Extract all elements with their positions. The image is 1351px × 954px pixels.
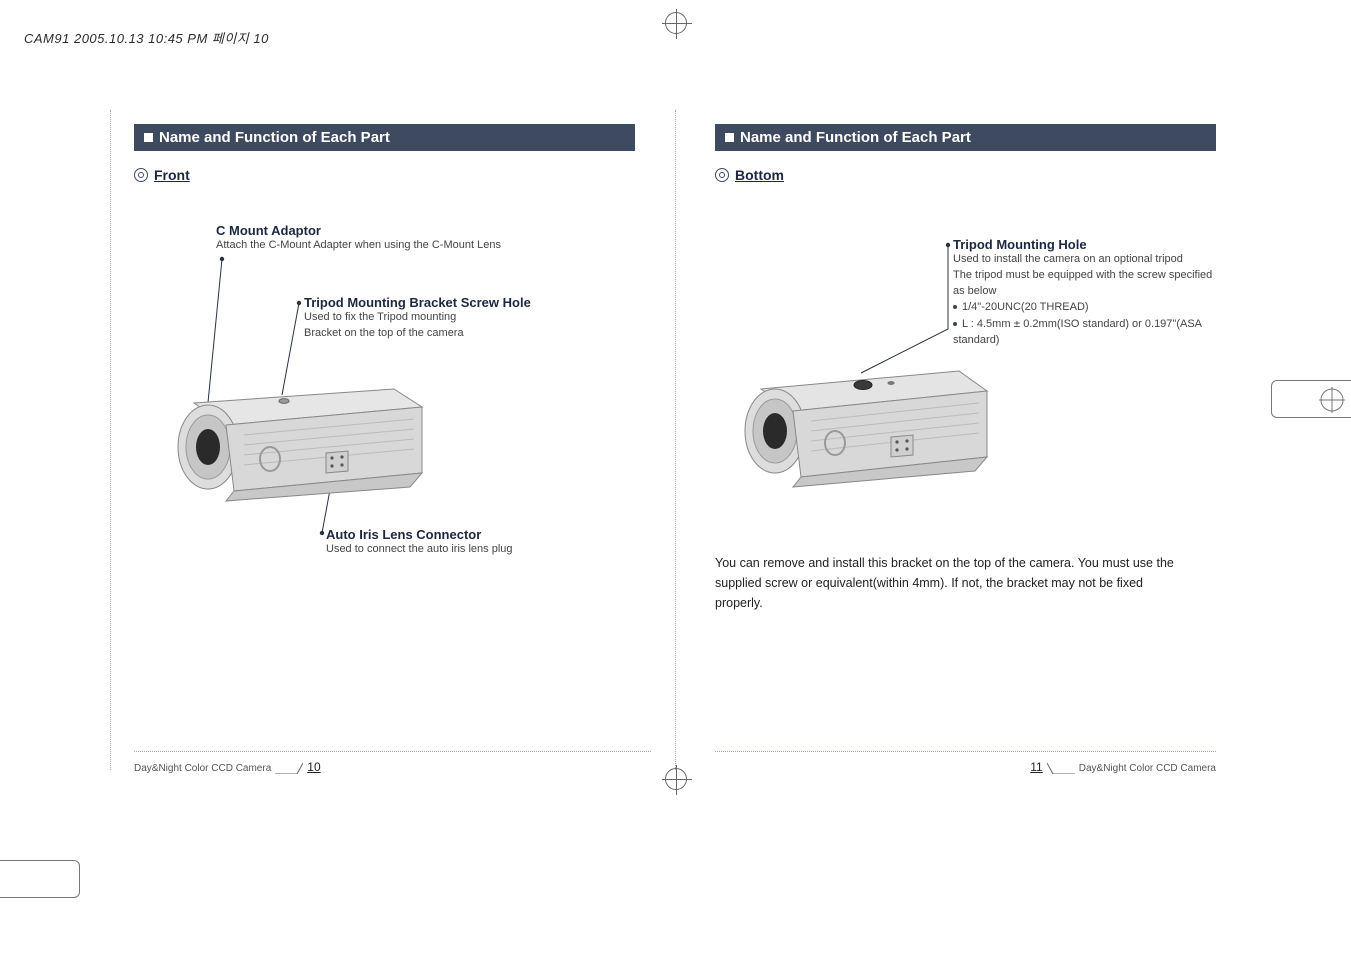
header-bar-right: Name and Function of Each Part — [715, 124, 1216, 151]
footer-left: Day&Night Color CCD Camera 10 — [134, 760, 321, 774]
camera-illustration-bottom — [715, 223, 1215, 553]
page-number: 10 — [307, 760, 320, 774]
print-tab-right — [1271, 380, 1351, 418]
page-left: Name and Function of Each Part Front C M… — [110, 110, 675, 770]
header-square-icon — [725, 133, 734, 142]
header-text: Name and Function of Each Part — [740, 129, 971, 146]
page-right: Name and Function of Each Part Bottom Tr… — [675, 110, 1240, 770]
ring-icon — [134, 168, 148, 182]
footer-label: Day&Night Color CCD Camera — [134, 763, 271, 774]
registration-mark-bottom — [665, 768, 687, 790]
footer-dotted-line — [134, 751, 651, 752]
header-text: Name and Function of Each Part — [159, 129, 390, 146]
footer-label: Day&Night Color CCD Camera — [1079, 763, 1216, 774]
section-text: Bottom — [735, 167, 784, 183]
footer-chevron-icon — [275, 762, 303, 774]
page-number: 11 — [1030, 760, 1042, 774]
diagram-front: C Mount Adaptor Attach the C-Mount Adapt… — [134, 223, 635, 603]
document-corner-label: CAM91 2005.10.13 10:45 PM 페이지 10 — [24, 28, 269, 47]
spread: Name and Function of Each Part Front C M… — [110, 110, 1240, 770]
registration-mark-top — [665, 12, 687, 34]
section-front: Front — [134, 167, 635, 183]
ring-icon — [715, 168, 729, 182]
footer-chevron-icon — [1047, 762, 1075, 774]
diagram-bottom: Tripod Mounting Hole Used to install the… — [715, 223, 1216, 553]
footer-dotted-line — [715, 751, 1216, 752]
camera-illustration-front — [134, 223, 634, 603]
header-square-icon — [144, 133, 153, 142]
body-paragraph: You can remove and install this bracket … — [715, 553, 1185, 613]
print-tab-left — [0, 860, 80, 898]
header-bar-left: Name and Function of Each Part — [134, 124, 635, 151]
section-text: Front — [154, 167, 190, 183]
footer-right: 11 Day&Night Color CCD Camera — [1030, 760, 1216, 774]
section-bottom: Bottom — [715, 167, 1216, 183]
